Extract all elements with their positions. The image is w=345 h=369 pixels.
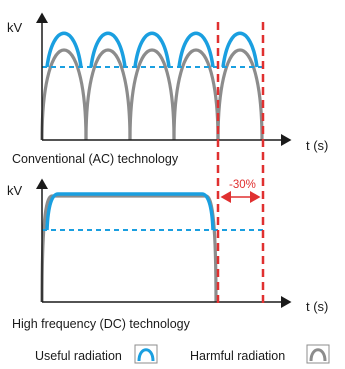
harmful-radiation-icon	[306, 344, 330, 364]
ac-useful-waveform	[45, 31, 259, 68]
legend: Useful radiation Harmful radiation	[35, 344, 330, 364]
bottom-chart-caption: High frequency (DC) technology	[12, 317, 191, 331]
bottom-y-axis-label: kV	[7, 183, 23, 198]
reduction-label: -30%	[229, 179, 256, 191]
dc-useful-waveform	[45, 192, 215, 231]
bottom-x-axis-label: t (s)	[306, 299, 328, 314]
top-y-axis-label: kV	[7, 20, 23, 35]
useful-radiation-icon	[134, 344, 158, 364]
legend-harmful-label: Harmful radiation	[190, 349, 285, 363]
bottom-chart: kV t (s) High frequency (DC) technology	[7, 178, 328, 331]
top-chart-caption: Conventional (AC) technology	[12, 152, 179, 166]
dc-harmful-waveform	[40, 194, 218, 303]
ac-harmful-waveform	[40, 48, 264, 141]
legend-useful-label: Useful radiation	[35, 349, 122, 363]
top-chart: kV t (s) Conventional (AC) technology	[7, 12, 328, 166]
reduction-marker: -30%	[216, 22, 265, 308]
top-x-axis-label: t (s)	[306, 138, 328, 153]
